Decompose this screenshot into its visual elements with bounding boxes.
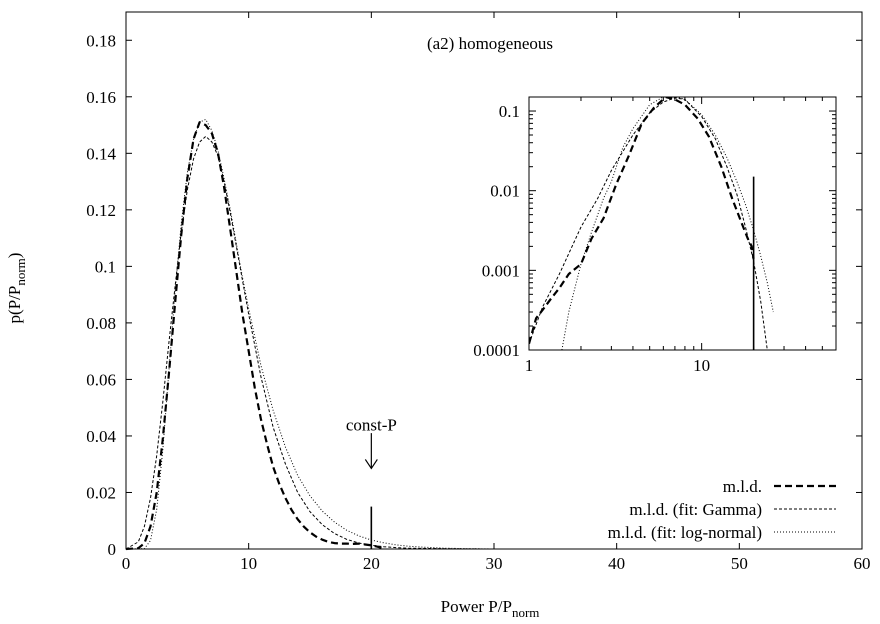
y-tick-label: 0.14 xyxy=(86,144,116,163)
legend-label: m.l.d. (fit: log-normal) xyxy=(608,523,762,542)
inset-x-tick-label: 10 xyxy=(693,356,710,375)
y-axis-label-subscript: norm xyxy=(13,258,28,285)
inset-y-tick-label: 0.01 xyxy=(490,182,520,201)
main-series-group xyxy=(126,119,494,549)
chart-title: (a2) homogeneous xyxy=(427,34,553,53)
x-tick-label: 50 xyxy=(731,554,748,573)
y-tick-label: 0.18 xyxy=(86,31,116,50)
y-tick-label: 0.08 xyxy=(86,314,116,333)
y-tick-label: 0.12 xyxy=(86,201,116,220)
inset-x-tick-label: 1 xyxy=(525,356,534,375)
x-tick-label: 40 xyxy=(608,554,625,573)
y-axis-label: p(P/Pnorm) xyxy=(5,253,28,324)
y-tick-label: 0.04 xyxy=(86,427,116,446)
x-tick-label: 30 xyxy=(486,554,503,573)
x-axis-label: Power P/Pnorm xyxy=(441,597,540,620)
y-axis-label-close: ) xyxy=(5,253,24,259)
x-tick-label: 10 xyxy=(240,554,257,573)
legend-label: m.l.d. xyxy=(723,477,762,496)
series-line xyxy=(126,136,494,549)
y-tick-label: 0 xyxy=(108,540,117,559)
legend-label: m.l.d. (fit: Gamma) xyxy=(629,500,762,519)
inset-plot: 1 10 0.0001 0.001 0.01 0.1 xyxy=(473,97,836,376)
inset-y-tick-label: 0.001 xyxy=(482,261,520,280)
legend: m.l.d. m.l.d. (fit: Gamma) m.l.d. (fit: lo… xyxy=(608,477,836,542)
x-tick-label: 60 xyxy=(854,554,871,573)
inset-y-tick-label: 0.1 xyxy=(499,102,520,121)
x-axis-label-subscript: norm xyxy=(512,605,539,620)
series-line xyxy=(126,119,494,549)
annotation-label: const-P xyxy=(346,415,397,434)
series-line xyxy=(126,122,384,549)
main-annotations: const-P xyxy=(346,415,397,549)
y-tick-label: 0.02 xyxy=(86,483,116,502)
x-tick-label: 0 xyxy=(122,554,131,573)
y-tick-label: 0.1 xyxy=(95,257,116,276)
y-tick-label: 0.06 xyxy=(86,370,116,389)
x-tick-label: 20 xyxy=(363,554,380,573)
inset-y-tick-label: 0.0001 xyxy=(473,341,520,360)
inset-plot-background xyxy=(529,97,836,350)
y-tick-label: 0.16 xyxy=(86,88,116,107)
